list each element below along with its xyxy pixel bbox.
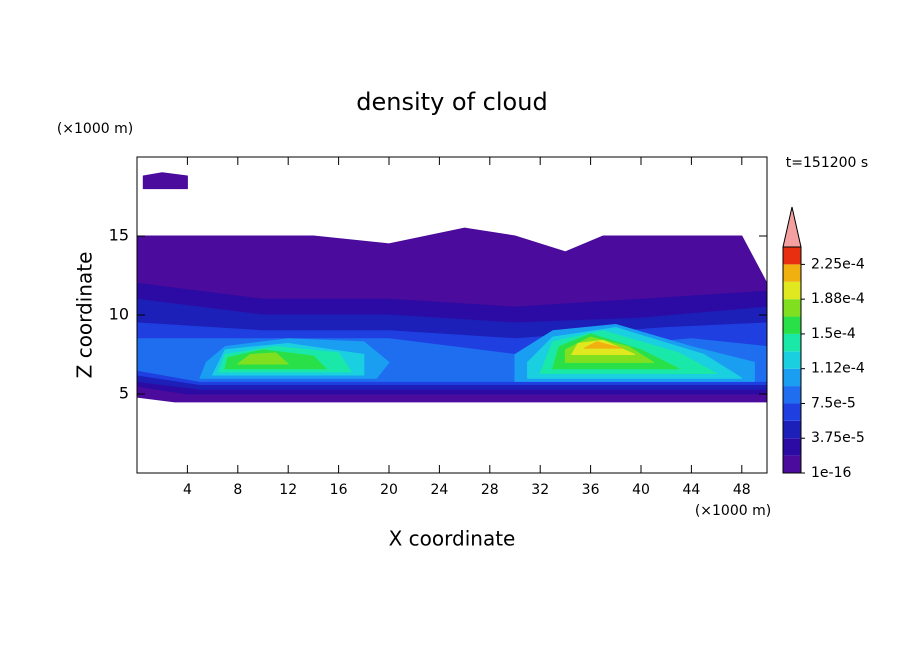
colorbar-band — [783, 281, 801, 300]
colorbar-band — [783, 333, 801, 352]
x-tick-label: 24 — [430, 482, 448, 498]
x-unit: (×1000 m) — [695, 503, 771, 519]
y-tick-label: 15 — [109, 226, 129, 245]
colorbar-band — [783, 351, 801, 369]
colorbar-band — [783, 299, 801, 317]
colorbar-tick-label: 2.25e-4 — [811, 256, 865, 272]
y-tick-label: 10 — [109, 305, 129, 324]
contour-region — [583, 341, 623, 349]
x-tick-label: 48 — [733, 482, 751, 498]
x-tick-label: 36 — [582, 482, 600, 498]
x-axis-label: X coordinate — [389, 527, 516, 551]
x-tick-label: 32 — [531, 482, 549, 498]
chart-title: density of cloud — [356, 88, 547, 116]
colorbar-band — [783, 455, 801, 473]
x-tick-label: 12 — [279, 482, 297, 498]
colorbar-band — [783, 247, 801, 265]
colorbar-tick-label: 7.5e-5 — [811, 395, 856, 411]
colorbar-tick-label: 3.75e-5 — [811, 430, 865, 446]
x-tick-label: 44 — [682, 482, 700, 498]
colorbar-tick-label: 1.5e-4 — [811, 326, 856, 342]
x-tick-label: 16 — [330, 482, 348, 498]
colorbar-band — [783, 368, 801, 387]
time-annotation: t=151200 s — [786, 155, 868, 171]
x-tick-label: 20 — [380, 482, 398, 498]
colorbar-band — [783, 316, 801, 334]
y-axis-label: Z coordinate — [73, 252, 97, 379]
colorbar-band — [783, 420, 801, 439]
x-tick-label: 8 — [233, 482, 242, 498]
colorbar-tick-label: 1e-16 — [811, 465, 851, 481]
x-tick-label: 4 — [183, 482, 192, 498]
colorbar-band — [783, 386, 801, 404]
colorbar-band — [783, 403, 801, 421]
colorbar-frame — [782, 246, 802, 474]
colorbar-band — [783, 438, 801, 456]
colorbar-band — [783, 264, 801, 282]
x-tick-label: 28 — [481, 482, 499, 498]
y-unit: (×1000 m) — [57, 121, 133, 137]
contour-region — [237, 352, 289, 365]
colorbar-tick-label: 1.88e-4 — [811, 291, 865, 307]
contour-region — [142, 172, 188, 190]
y-tick-label: 5 — [119, 384, 129, 403]
colorbar-tick-label: 1.12e-4 — [811, 361, 865, 377]
x-tick-label: 40 — [632, 482, 650, 498]
colorbar-extend — [782, 206, 802, 248]
